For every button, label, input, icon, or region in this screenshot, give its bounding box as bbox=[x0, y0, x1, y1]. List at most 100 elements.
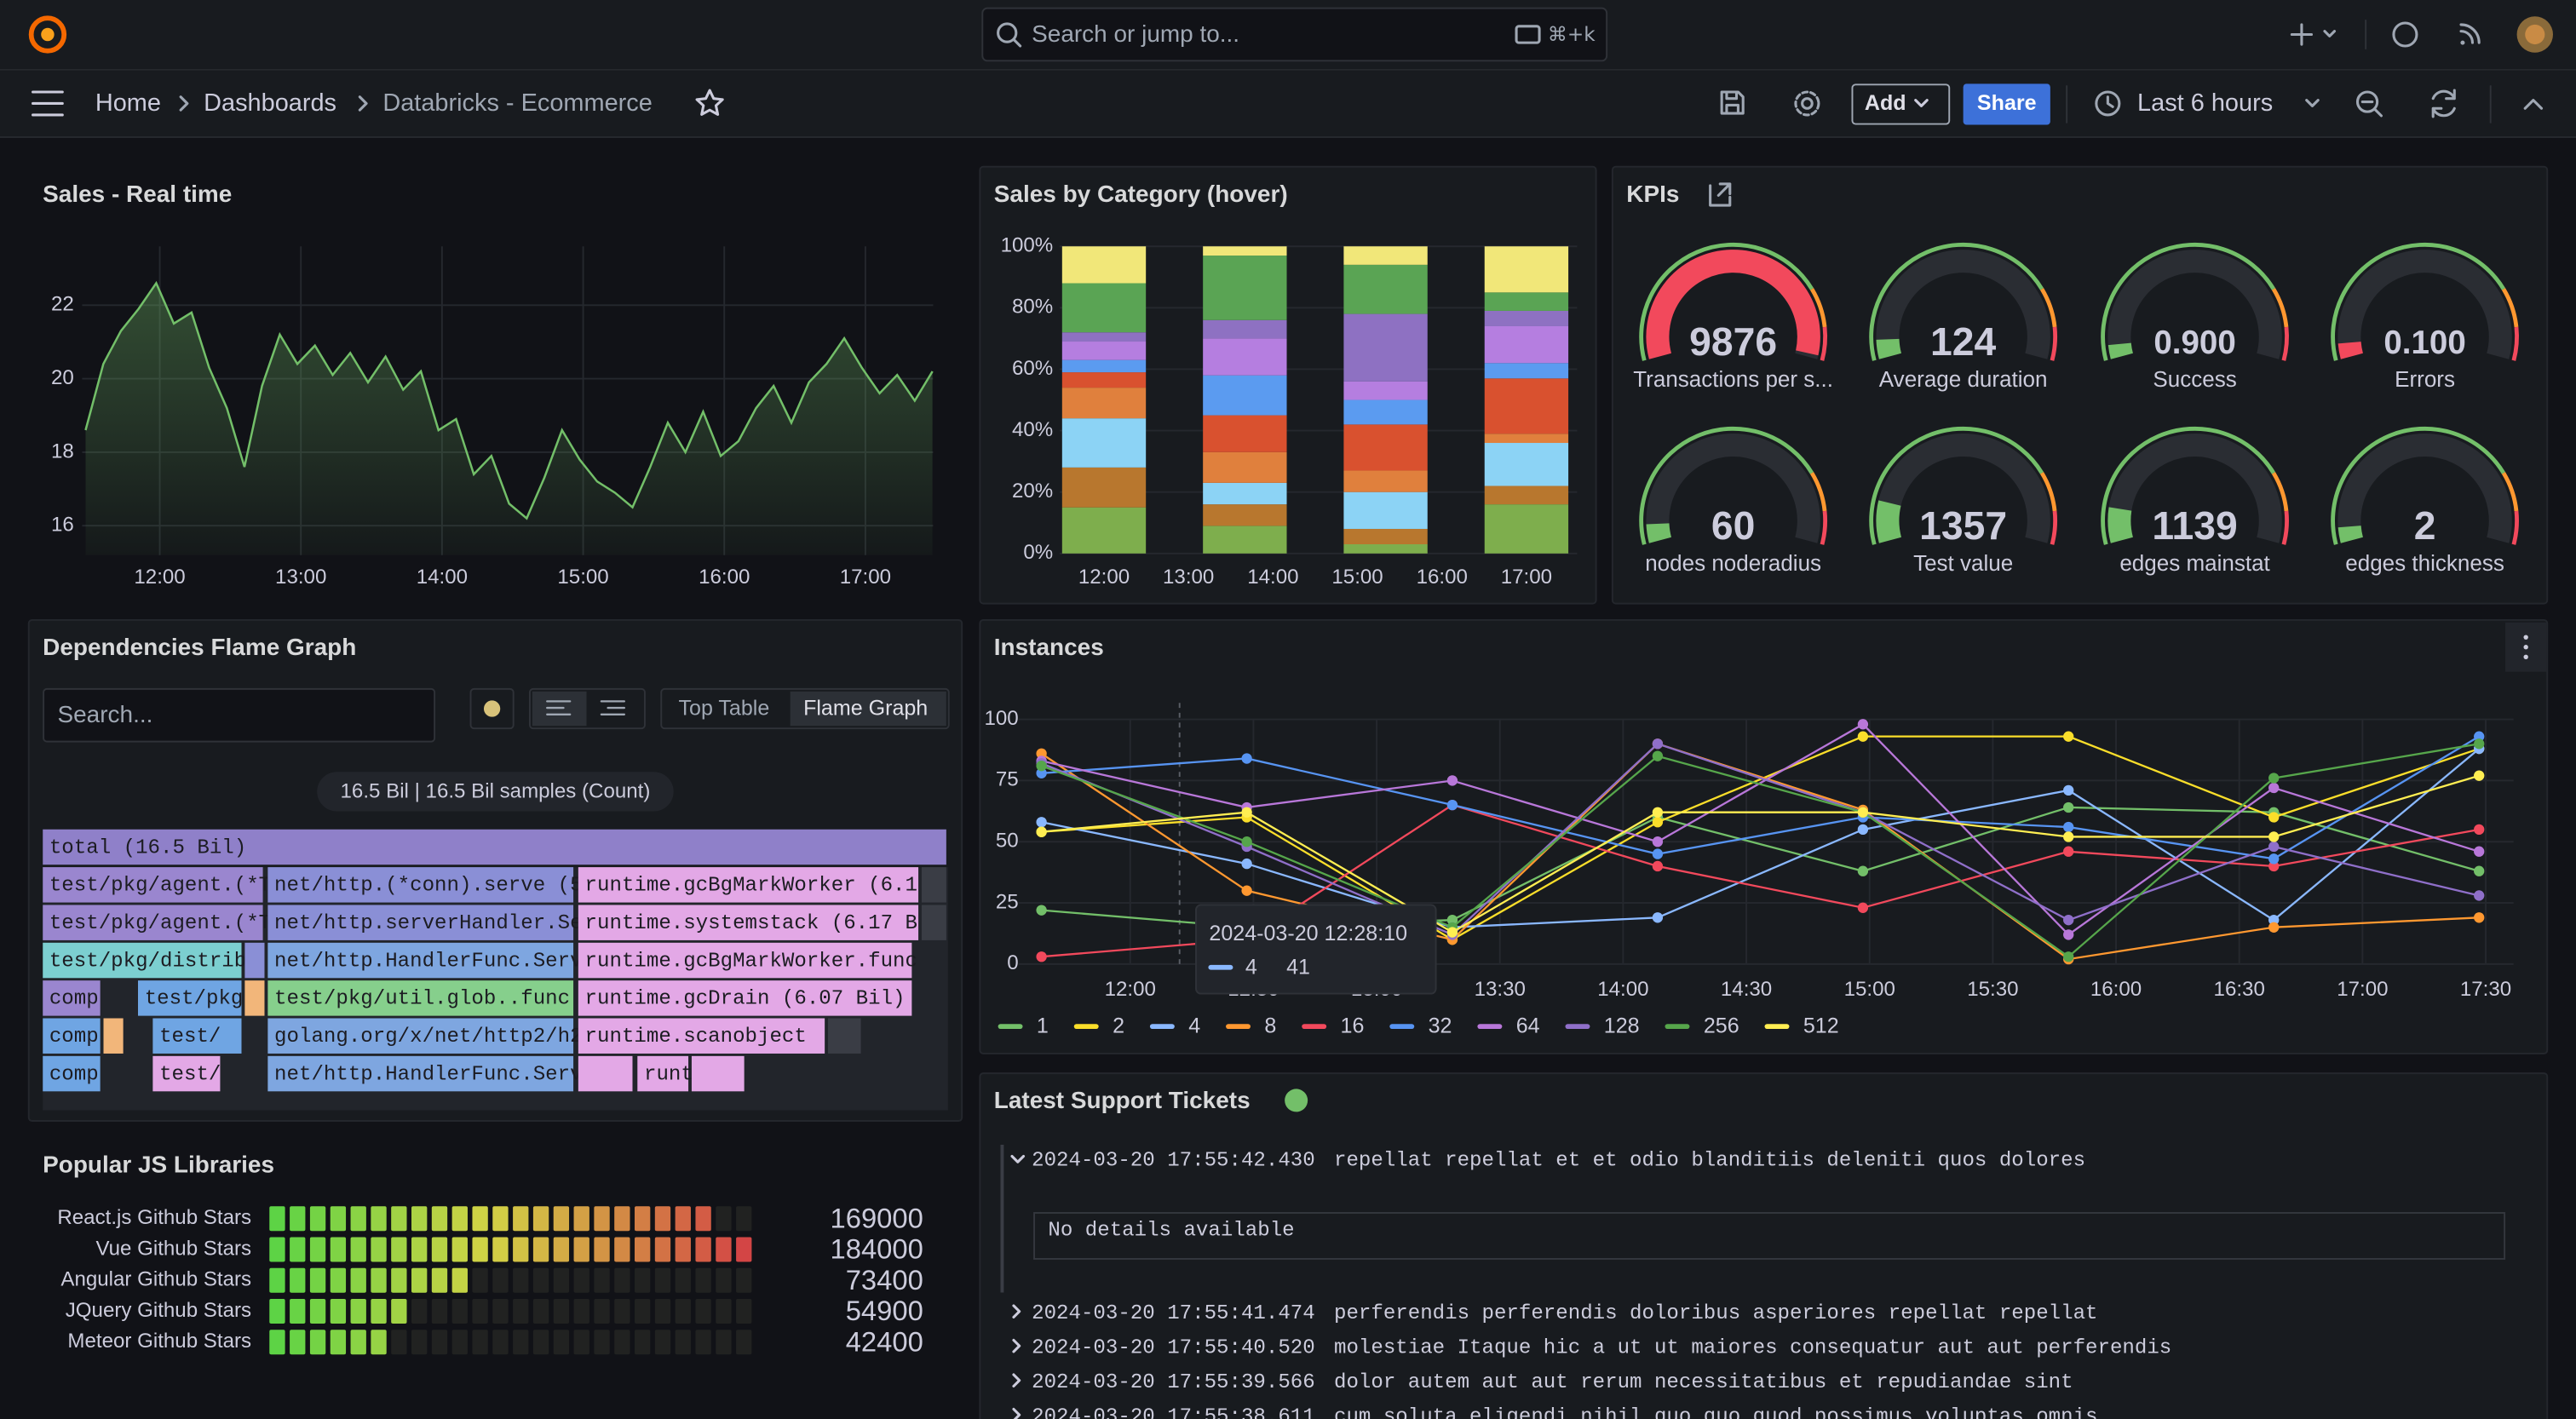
time-range[interactable]: Last 6 hours bbox=[2137, 89, 2273, 117]
flame-node[interactable] bbox=[152, 1055, 221, 1092]
flame-node[interactable] bbox=[244, 980, 265, 1016]
clock-icon bbox=[2095, 90, 2121, 117]
flame-node[interactable] bbox=[578, 1055, 633, 1092]
search-box[interactable] bbox=[981, 7, 1608, 62]
lit-cell bbox=[451, 1237, 468, 1262]
flame-node[interactable] bbox=[43, 942, 242, 979]
legend-label[interactable]: 256 bbox=[1704, 1014, 1739, 1038]
lit-cell bbox=[371, 1299, 387, 1324]
external-link-icon[interactable] bbox=[1709, 182, 1732, 207]
menu-icon[interactable] bbox=[32, 90, 64, 117]
view-option[interactable]: Top Table bbox=[679, 697, 770, 721]
expand-chevron[interactable] bbox=[1010, 1154, 1026, 1163]
expand-chevron[interactable] bbox=[1012, 1338, 1021, 1353]
flame-node[interactable] bbox=[138, 980, 242, 1016]
point bbox=[2063, 821, 2074, 833]
flame-node[interactable] bbox=[267, 905, 574, 940]
series-line bbox=[1041, 742, 2480, 961]
zoom-out-icon[interactable] bbox=[2355, 90, 2379, 113]
flame-node[interactable] bbox=[921, 867, 946, 903]
lit-cell bbox=[553, 1237, 570, 1262]
flame-node[interactable] bbox=[103, 1018, 124, 1054]
star-icon[interactable] bbox=[695, 89, 724, 116]
gauge-cell bbox=[532, 1267, 549, 1293]
align-buttons[interactable] bbox=[529, 687, 646, 730]
flame-node[interactable] bbox=[267, 867, 574, 903]
view-toggle[interactable] bbox=[660, 687, 950, 730]
lit-cell bbox=[290, 1330, 306, 1355]
flame-node[interactable] bbox=[921, 905, 946, 940]
flame-node[interactable] bbox=[267, 1018, 574, 1054]
flame-node[interactable] bbox=[267, 980, 574, 1016]
bar bbox=[269, 1206, 711, 1232]
new-caret[interactable] bbox=[2323, 30, 2337, 37]
logo[interactable] bbox=[28, 15, 67, 54]
news-icon[interactable] bbox=[2459, 23, 2481, 44]
flame-node[interactable] bbox=[578, 905, 919, 940]
add-button[interactable] bbox=[1851, 83, 1951, 125]
collapse-icon[interactable] bbox=[2523, 99, 2544, 110]
flame-search[interactable] bbox=[43, 687, 436, 743]
refresh-icon[interactable] bbox=[2431, 89, 2456, 118]
flame-node[interactable] bbox=[43, 867, 263, 903]
flame-node[interactable] bbox=[43, 980, 101, 1016]
flame-node[interactable] bbox=[244, 942, 265, 979]
gauge-cell bbox=[594, 1267, 610, 1293]
flame-node[interactable] bbox=[578, 867, 919, 903]
time-caret[interactable] bbox=[2305, 99, 2320, 107]
flame-label: test/pkg/agent.(*T bbox=[49, 912, 271, 935]
flame-node[interactable] bbox=[43, 1055, 101, 1092]
gauge-threshold bbox=[2039, 288, 2057, 328]
flame-node[interactable] bbox=[578, 980, 912, 1016]
view-option[interactable]: Flame Graph bbox=[803, 697, 928, 721]
legend-label[interactable]: 512 bbox=[1803, 1014, 1839, 1038]
flame-node[interactable] bbox=[267, 1055, 574, 1092]
legend-label[interactable]: 64 bbox=[1516, 1014, 1540, 1038]
x-tick-label: 15:00 bbox=[557, 566, 608, 589]
flame-node[interactable] bbox=[43, 905, 263, 940]
gauge-cell bbox=[532, 1330, 549, 1355]
flame-node[interactable] bbox=[828, 1018, 861, 1054]
bar-segment bbox=[1061, 342, 1147, 360]
gauge-cell bbox=[492, 1299, 509, 1324]
legend-label[interactable]: 16 bbox=[1341, 1014, 1365, 1038]
panel-menu[interactable] bbox=[2505, 622, 2547, 672]
flame-node[interactable] bbox=[691, 1055, 745, 1092]
save-icon[interactable] bbox=[1720, 90, 1745, 115]
flame-node[interactable] bbox=[578, 942, 912, 979]
breadcrumb[interactable]: Dashboards bbox=[204, 89, 336, 117]
expand-chevron[interactable] bbox=[1012, 1304, 1021, 1318]
legend-label[interactable]: 32 bbox=[1429, 1014, 1452, 1038]
help-icon[interactable] bbox=[2392, 21, 2418, 48]
new-icon[interactable] bbox=[2290, 23, 2314, 46]
panel-title: Sales - Real time bbox=[43, 181, 232, 207]
gauge-value: 60 bbox=[1711, 503, 1755, 548]
news-icon[interactable] bbox=[2460, 40, 2465, 45]
gauge-value: 9876 bbox=[1689, 319, 1777, 364]
legend-label[interactable]: 1 bbox=[1037, 1014, 1049, 1038]
flame-node[interactable] bbox=[637, 1055, 689, 1092]
legend-label[interactable]: 8 bbox=[1264, 1014, 1276, 1038]
gauge-label: edges thickness bbox=[2345, 550, 2504, 576]
flame-node[interactable] bbox=[43, 829, 946, 865]
series-line bbox=[1041, 743, 2480, 958]
view-active[interactable] bbox=[790, 691, 946, 727]
breadcrumb[interactable]: Home bbox=[95, 89, 161, 117]
flame-node[interactable] bbox=[152, 1018, 242, 1054]
expand-chevron[interactable] bbox=[1012, 1373, 1021, 1387]
legend-label[interactable]: 128 bbox=[1604, 1014, 1640, 1038]
legend-label[interactable]: 4 bbox=[1188, 1014, 1200, 1038]
bar-segment bbox=[1203, 246, 1287, 256]
gauge-track bbox=[1876, 434, 2050, 543]
zoom-out-icon[interactable] bbox=[2360, 101, 2383, 118]
color-scheme-button[interactable] bbox=[469, 687, 515, 730]
legend-label[interactable]: 2 bbox=[1113, 1014, 1124, 1038]
settings-icon[interactable] bbox=[1794, 90, 1820, 117]
flame-node[interactable] bbox=[43, 1018, 101, 1054]
flame-node[interactable] bbox=[578, 1018, 825, 1054]
settings-icon[interactable] bbox=[1801, 97, 1814, 110]
flame-node[interactable] bbox=[267, 942, 574, 979]
share-button[interactable] bbox=[1963, 83, 2050, 125]
search-icon bbox=[997, 22, 1018, 43]
gauge-threshold bbox=[1820, 510, 1827, 545]
